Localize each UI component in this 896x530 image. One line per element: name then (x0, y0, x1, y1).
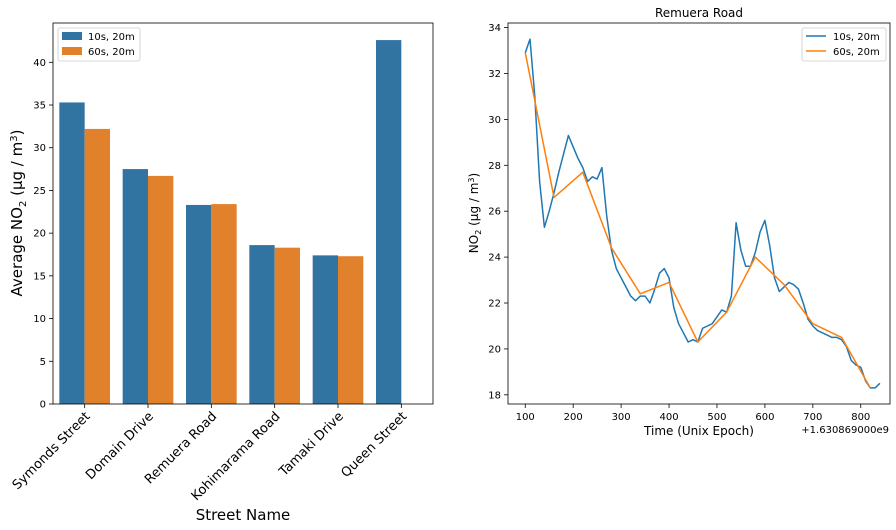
bar-y-tick-label: 5 (40, 357, 46, 368)
bar-10s-symonds-street (59, 102, 85, 404)
bar-chart-legend: 10s, 20m 60s, 20m (57, 27, 141, 62)
line-series-60s (524, 52, 871, 389)
line-x-tick-label: 800 (851, 412, 870, 423)
bar-y-tick-label: 20 (33, 229, 46, 240)
bar-chart-frame (52, 22, 434, 405)
bar-chart-y-axis-label: Average NO2 (µg / m3) (8, 130, 29, 297)
line-chart-y-axis-label: NO2 (µg / m3) (467, 173, 483, 253)
bar-x-tick-label: Tamaki Drive (276, 409, 347, 480)
line-x-tick-label: 100 (516, 412, 535, 423)
line-chart: 18 20 22 24 26 28 30 32 34 100 200 300 400 500 600 700… (467, 6, 891, 438)
legend-label-10s-line: 10s, 20m (833, 32, 880, 43)
legend-label-10s: 10s, 20m (88, 32, 135, 43)
bar-60s-kohimarama-road (274, 247, 300, 404)
bar-10s-remuera-road (186, 204, 212, 404)
line-x-tick-label: 500 (707, 412, 726, 423)
bar-60s-remuera-road (211, 204, 237, 404)
line-chart-x-axis-label: Time (Unix Epoch) (643, 424, 754, 438)
bar-10s-queen-street (376, 40, 402, 404)
legend-swatch-10s (62, 32, 82, 40)
bar-y-tick-label: 15 (33, 271, 46, 282)
bar-60s-symonds-street (84, 128, 110, 404)
legend-swatch-60s (62, 47, 82, 55)
bar-y-tick-label: 40 (33, 58, 46, 69)
bar-y-tick-label: 25 (33, 186, 46, 197)
bar-y-tick-label: 35 (33, 101, 46, 112)
bar-chart-x-axis-label: Street Name (196, 506, 291, 524)
legend-label-60s: 60s, 20m (88, 47, 135, 58)
legend-label-60s-line: 60s, 20m (833, 47, 880, 58)
bar-10s-tamaki-drive (312, 255, 338, 404)
line-y-tick-label: 28 (488, 161, 501, 172)
line-chart-legend: 10s, 20m 60s, 20m (801, 27, 887, 62)
line-x-tick-label: 600 (755, 412, 774, 423)
line-chart-frame (507, 22, 891, 405)
line-chart-title: Remuera Road (655, 6, 743, 20)
bar-x-tick-label: Symonds Street (10, 409, 94, 493)
line-y-tick-label: 34 (488, 23, 501, 34)
bar-chart-plot-area (53, 23, 433, 404)
bar-y-tick-label: 30 (33, 143, 46, 154)
line-x-tick-label: 700 (803, 412, 822, 423)
line-y-tick-label: 26 (488, 207, 501, 218)
line-y-tick-label: 24 (488, 253, 501, 264)
line-y-tick-label: 32 (488, 69, 501, 80)
bar-y-tick-label: 10 (33, 314, 46, 325)
bar-y-tick-label: 0 (40, 400, 46, 411)
bar-60s-domain-drive (148, 175, 174, 404)
bar-10s-kohimarama-road (249, 245, 275, 404)
line-x-tick-label: 300 (612, 412, 631, 423)
line-chart-x-offset: +1.630869000e9 (801, 425, 889, 436)
line-series-10s (524, 38, 881, 389)
line-y-tick-label: 22 (488, 299, 501, 310)
bar-x-tick-label: Queen Street (339, 409, 411, 481)
line-chart-plot-area (508, 23, 890, 404)
line-y-tick-label: 20 (488, 344, 501, 355)
line-x-tick-label: 200 (564, 412, 583, 423)
line-y-tick-label: 18 (488, 390, 501, 401)
line-y-tick-label: 30 (488, 115, 501, 126)
bar-60s-tamaki-drive (338, 256, 364, 404)
line-x-tick-label: 400 (659, 412, 678, 423)
bar-10s-domain-drive (122, 169, 148, 404)
